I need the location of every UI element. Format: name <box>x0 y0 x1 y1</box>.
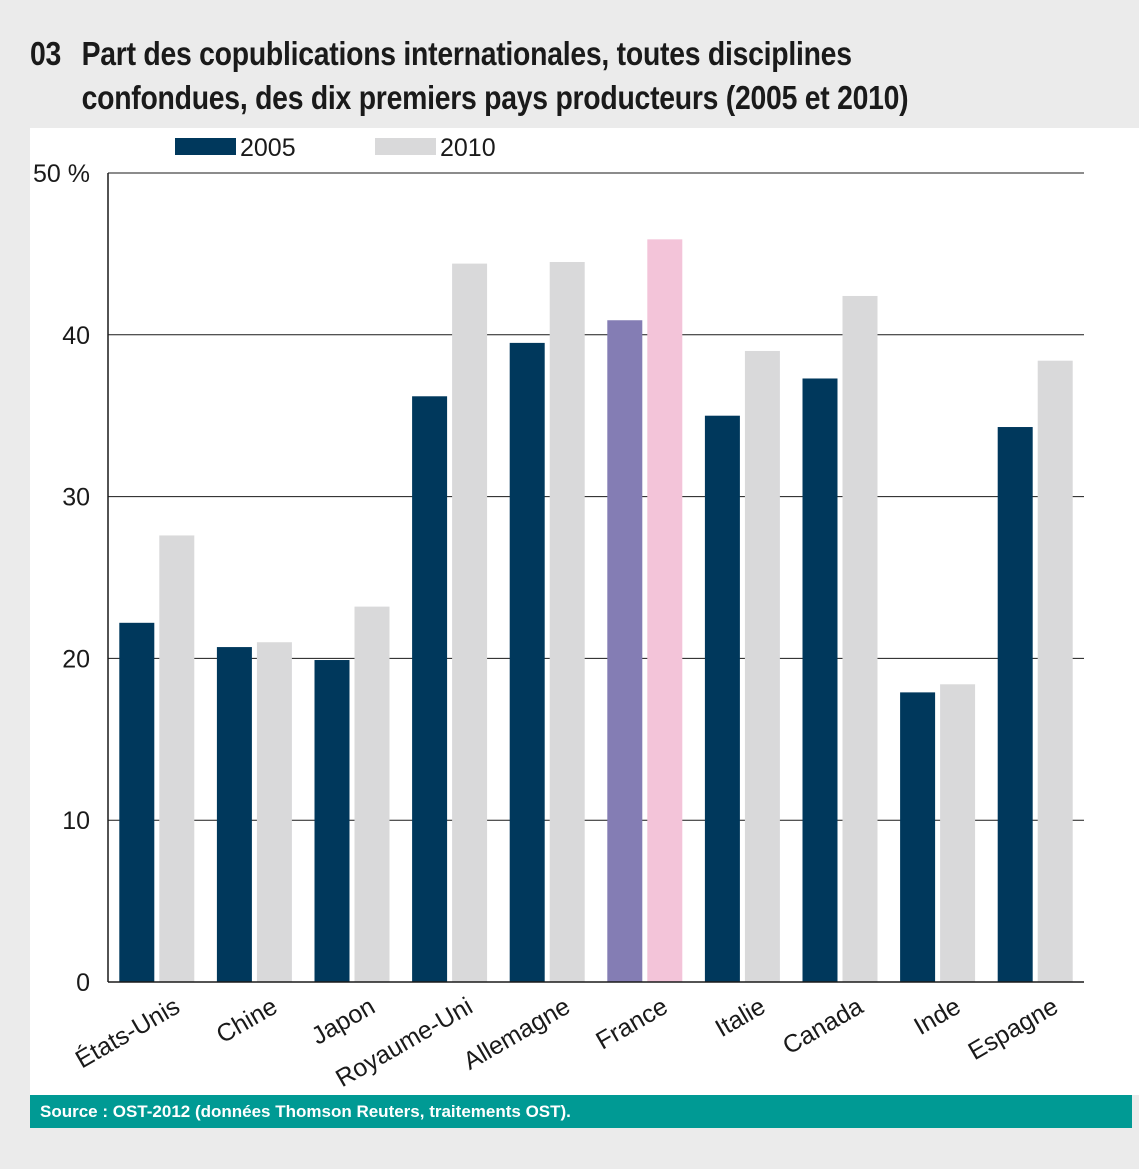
x-tick-label: États-Unis <box>70 991 184 1074</box>
bar-2005 <box>119 622 155 982</box>
x-tick-label: Canada <box>778 992 868 1060</box>
bar-2010 <box>647 239 683 982</box>
bar-2010 <box>354 606 390 982</box>
bar-2005 <box>216 647 252 982</box>
bar-2005 <box>802 378 838 983</box>
y-tick-label: 20 <box>62 645 90 673</box>
bar-2005 <box>704 415 740 982</box>
bar-2005 <box>997 427 1033 982</box>
x-tick-label: Italie <box>710 992 770 1043</box>
bar-2010 <box>744 350 780 982</box>
legend-swatch <box>375 138 436 155</box>
figure-number: 03 <box>30 35 62 72</box>
x-tick-label: France <box>591 992 672 1055</box>
y-tick-label: 0 <box>76 969 90 997</box>
bar-2005 <box>509 342 545 982</box>
x-tick-label: Japon <box>307 992 380 1050</box>
chart-title: 03 Part des copublications international… <box>30 32 1071 120</box>
bar-2005 <box>607 320 643 982</box>
y-tick-label: 40 <box>62 322 90 350</box>
bar-2010 <box>940 684 976 982</box>
bar-2010 <box>842 295 878 982</box>
bar-2005 <box>900 692 936 982</box>
x-tick-label: Espagne <box>964 992 1063 1066</box>
legend-swatch <box>175 138 236 155</box>
bar-2005 <box>412 396 448 982</box>
bar-2010 <box>256 642 292 982</box>
y-tick-label: 30 <box>62 484 90 512</box>
legend-label: 2005 <box>240 134 296 162</box>
x-tick-label: Allemagne <box>459 992 575 1075</box>
bar-2010 <box>159 535 195 982</box>
source-note: Source : OST-2012 (données Thomson Reute… <box>30 1095 1132 1128</box>
bar-2005 <box>314 660 350 982</box>
bar-2010 <box>549 261 585 982</box>
legend-label: 2010 <box>440 134 496 162</box>
chart-panel: 0 10 20 30 40 50 % États-Unis Chine Japon Royaume… <box>30 128 1139 1095</box>
figure-title: Part des copublications internationales,… <box>81 35 909 116</box>
x-tick-label: Inde <box>909 992 965 1041</box>
y-tick-label: 50 % <box>33 160 90 188</box>
bar-2010 <box>1037 360 1073 982</box>
bar-2010 <box>452 263 488 982</box>
y-tick-label: 10 <box>62 807 90 835</box>
x-tick-label: Chine <box>212 992 283 1049</box>
